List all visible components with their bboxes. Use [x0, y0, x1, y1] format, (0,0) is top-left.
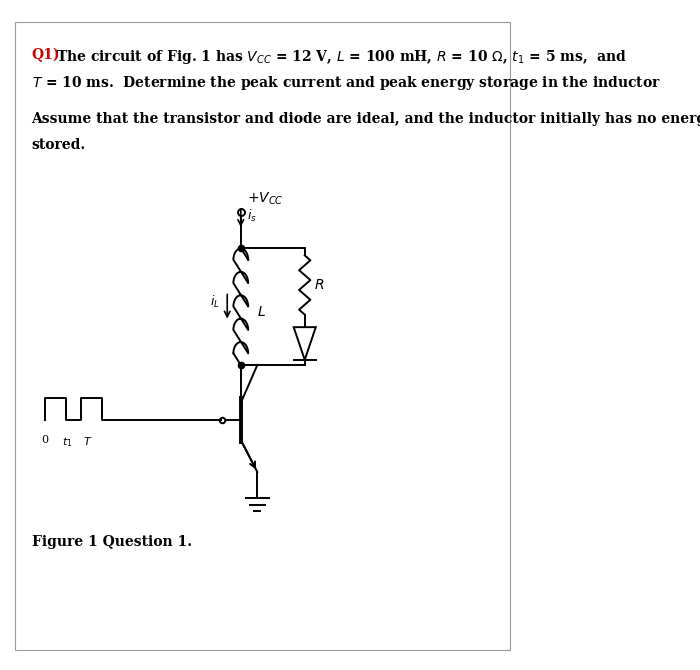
Text: $t_1$: $t_1$	[62, 435, 73, 449]
Text: 0: 0	[41, 435, 49, 445]
Text: $i_s$: $i_s$	[247, 208, 257, 224]
Text: $i_L$: $i_L$	[210, 293, 220, 310]
Text: $R$: $R$	[314, 278, 324, 292]
Text: Figure 1 Question 1.: Figure 1 Question 1.	[32, 535, 192, 549]
Text: $T$ = 10 ms.  Determine the peak current and peak energy storage in the inductor: $T$ = 10 ms. Determine the peak current …	[32, 74, 660, 92]
Text: $T$: $T$	[83, 435, 92, 447]
Text: $+V_{CC}$: $+V_{CC}$	[247, 190, 284, 207]
Text: $L$: $L$	[258, 304, 266, 318]
Text: Assume that the transistor and diode are ideal, and the inductor initially has n: Assume that the transistor and diode are…	[32, 112, 700, 126]
Text: Q1): Q1)	[32, 48, 60, 62]
FancyBboxPatch shape	[15, 22, 510, 650]
Text: The circuit of Fig. 1 has $V_{CC}$ = 12 V, $L$ = 100 mH, $R$ = 10 $\Omega$, $t_1: The circuit of Fig. 1 has $V_{CC}$ = 12 …	[57, 48, 627, 66]
Text: stored.: stored.	[32, 138, 86, 152]
